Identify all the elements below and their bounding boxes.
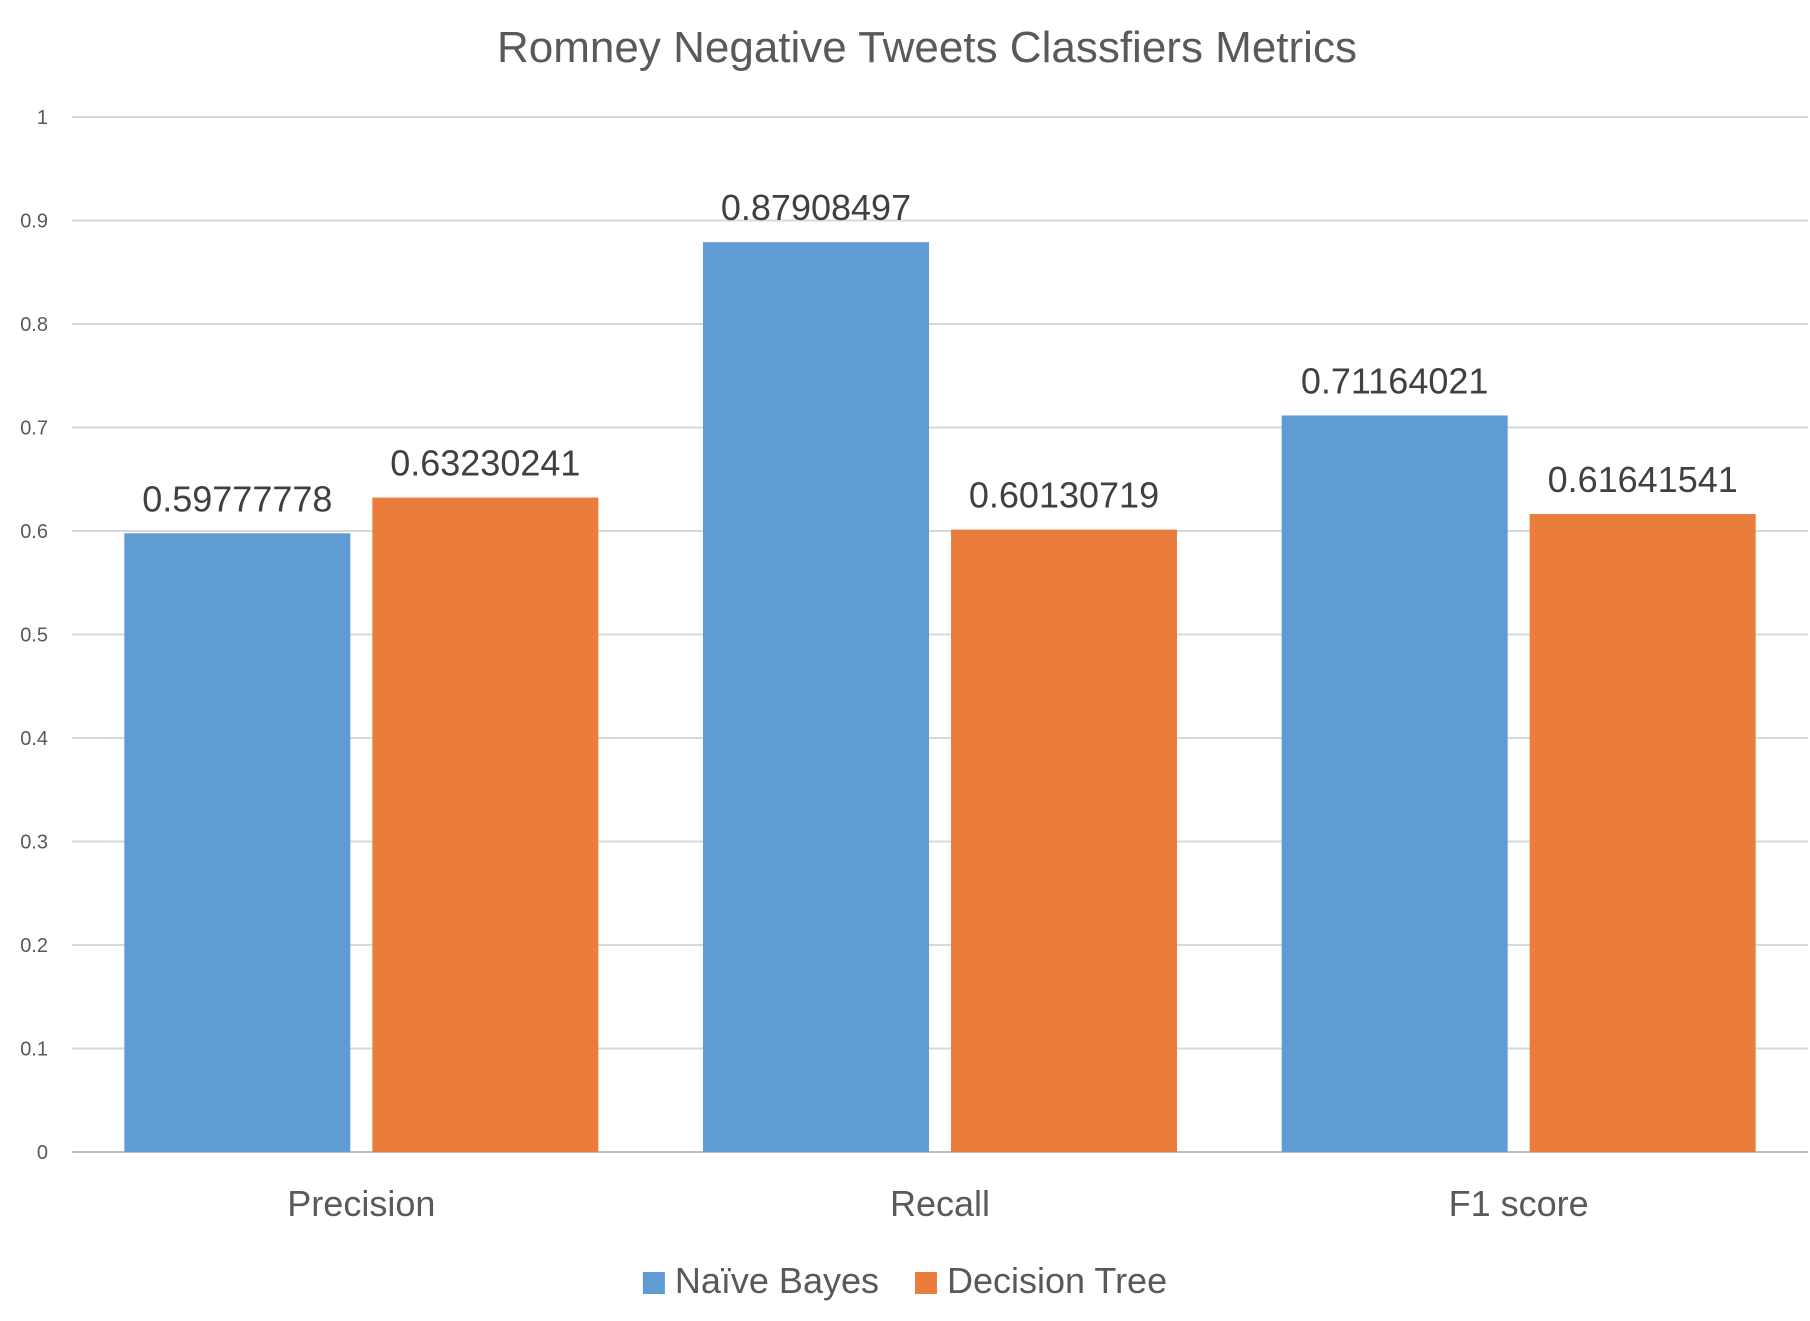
legend-label: Naïve Bayes — [675, 1260, 879, 1301]
legend-swatch — [642, 1272, 665, 1294]
gridlines — [72, 116, 1808, 1153]
bar-naive-bayes — [1281, 415, 1508, 1152]
legend-item: Decision Tree — [915, 1260, 1167, 1301]
y-tick-label: 0 — [37, 1142, 48, 1164]
bar-naive-bayes — [124, 533, 351, 1152]
y-tick-label: 0.3 — [20, 832, 48, 854]
bar-decision-tree — [372, 497, 599, 1152]
legend-label: Decision Tree — [947, 1260, 1167, 1301]
x-category-label: Precision — [287, 1183, 435, 1224]
chart-title: Romney Negative Tweets Classfiers Metric… — [497, 23, 1357, 72]
y-tick-label: 0.7 — [20, 418, 48, 440]
y-tick-label: 0.6 — [20, 521, 48, 543]
y-axis-ticks: 0 0.1 0.2 0.3 0.4 0.5 0.6 0.7 0.8 0.9 1 — [20, 107, 48, 1164]
data-label: 0.63230241 — [390, 443, 580, 484]
legend-item: Naïve Bayes — [642, 1260, 879, 1301]
x-category-label: F1 score — [1449, 1183, 1589, 1224]
y-tick-label: 0.5 — [20, 625, 48, 647]
data-label: 0.71164021 — [1301, 360, 1489, 401]
x-category-label: Recall — [890, 1183, 990, 1224]
legend-swatch — [915, 1272, 937, 1294]
y-tick-label: 0.8 — [20, 314, 48, 336]
legend: Naïve Bayes Decision Tree — [642, 1260, 1167, 1301]
y-tick-label: 0.1 — [20, 1039, 48, 1061]
data-label: 0.61641541 — [1548, 459, 1738, 500]
data-labels: 0.59777778 0.63230241 0.87908497 0.60130719… — [142, 187, 1738, 519]
y-tick-label: 1 — [37, 107, 48, 129]
y-tick-label: 0.9 — [20, 211, 48, 233]
data-label: 0.60130719 — [969, 475, 1159, 516]
bar-naive-bayes — [703, 242, 929, 1153]
data-label: 0.87908497 — [721, 187, 911, 228]
y-tick-label: 0.4 — [20, 728, 48, 750]
bar-decision-tree — [1529, 514, 1756, 1152]
bars — [124, 242, 1756, 1153]
y-tick-label: 0.2 — [20, 935, 48, 957]
x-axis-categories: Precision Recall F1 score — [287, 1183, 1588, 1224]
data-label: 0.59777778 — [142, 478, 332, 519]
bar-decision-tree — [951, 529, 1177, 1152]
